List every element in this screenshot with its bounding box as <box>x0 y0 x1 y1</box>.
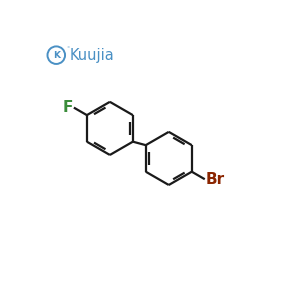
Text: Kuujia: Kuujia <box>69 48 114 63</box>
Text: F: F <box>62 100 73 115</box>
Text: °: ° <box>66 46 69 51</box>
Text: K: K <box>53 51 60 60</box>
Text: Br: Br <box>206 172 225 187</box>
